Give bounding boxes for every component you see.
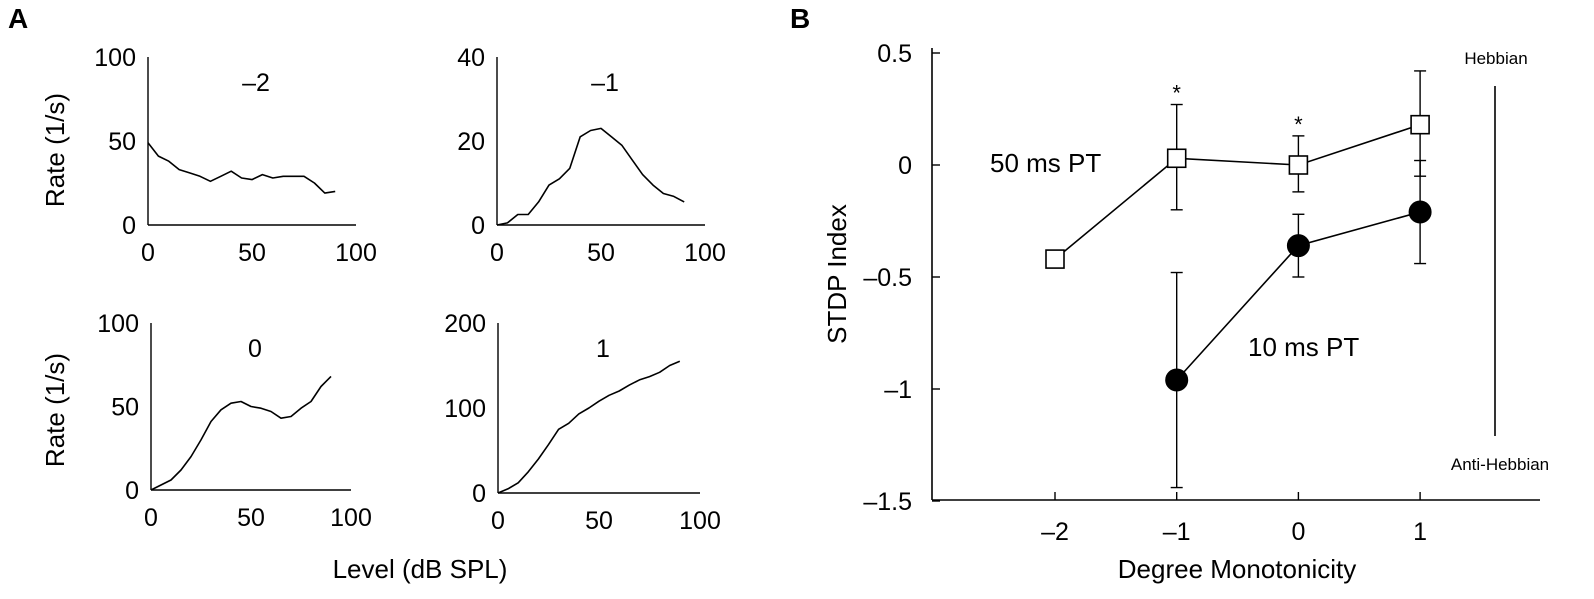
inset-chart-1: 0 100 200 0 50 100 1 bbox=[444, 310, 721, 535]
data-point-50ms bbox=[1045, 249, 1065, 269]
anti-hebbian-label: Anti-Hebbian bbox=[1451, 455, 1549, 474]
main-series-lines bbox=[1054, 123, 1421, 381]
series-label-10ms: 10 ms PT bbox=[1248, 332, 1359, 362]
inset-data-line bbox=[496, 127, 685, 226]
data-point-50ms bbox=[1288, 155, 1309, 175]
y-tick-label: –1 bbox=[884, 376, 912, 404]
y-axis-label: STDP Index bbox=[822, 204, 852, 344]
inset-y-tick-label: 0 bbox=[472, 480, 486, 508]
inset-x-tick-label: 0 bbox=[490, 239, 504, 267]
panel-a-ylabel-bottom: Rate (1/s) bbox=[40, 353, 70, 467]
inset-x-tick-label: 0 bbox=[491, 507, 505, 535]
inset-y-tick-label: 100 bbox=[444, 395, 486, 423]
panel-letter-a: A bbox=[8, 3, 28, 34]
x-tick-label: 0 bbox=[1291, 518, 1305, 546]
series-label-50ms: 50 ms PT bbox=[990, 148, 1101, 178]
inset-x-tick-label: 50 bbox=[237, 504, 265, 532]
x-tick-label: 1 bbox=[1413, 518, 1427, 546]
inset-x-tick-label: 50 bbox=[587, 239, 615, 267]
inset-x-tick-label: 0 bbox=[144, 504, 158, 532]
inset-y-tick-label: 0 bbox=[125, 477, 139, 505]
data-point-10ms bbox=[1286, 234, 1310, 258]
x-tick-label: –1 bbox=[1163, 518, 1191, 546]
significance-stars: ** bbox=[1172, 81, 1303, 137]
inset-x-tick-label: 100 bbox=[684, 239, 726, 267]
inset-y-tick-label: 100 bbox=[94, 44, 136, 72]
x-tick-label: –2 bbox=[1041, 518, 1069, 546]
inset-title: –1 bbox=[591, 69, 619, 97]
inset-x-tick-label: 50 bbox=[585, 507, 613, 535]
main-ticks: –1.5 –1 –0.5 0 0.5 –2 –1 0 1 bbox=[863, 40, 1427, 546]
data-point-50ms bbox=[1410, 114, 1430, 135]
inset-x-tick-label: 100 bbox=[679, 507, 721, 535]
inset-title: 0 bbox=[248, 335, 262, 363]
inset-data-line bbox=[150, 375, 332, 491]
series-line bbox=[1054, 123, 1421, 260]
data-point-50ms bbox=[1166, 148, 1187, 169]
data-point-10ms bbox=[1408, 200, 1432, 224]
inset-chart-minus-2: 0 50 100 0 50 100 –2 bbox=[94, 44, 377, 267]
y-tick-label: –1.5 bbox=[863, 488, 912, 516]
stdp-index-chart: STDP Index Degree Monotonicity –1.5 –1 –0.… bbox=[822, 40, 1549, 584]
inset-chart-0: 0 50 100 0 50 100 0 bbox=[97, 310, 372, 532]
inset-y-tick-label: 50 bbox=[108, 128, 136, 156]
data-point-10ms bbox=[1165, 368, 1189, 392]
significance-star: * bbox=[1172, 81, 1181, 106]
inset-y-tick-label: 40 bbox=[457, 44, 485, 72]
inset-x-tick-label: 50 bbox=[238, 239, 266, 267]
panel-letter-b: B bbox=[790, 3, 810, 34]
inset-y-tick-label: 20 bbox=[457, 128, 485, 156]
inset-y-tick-label: 0 bbox=[122, 212, 136, 240]
inset-data-line bbox=[497, 360, 681, 494]
inset-y-tick-label: 100 bbox=[97, 310, 139, 338]
inset-y-tick-label: 0 bbox=[471, 212, 485, 240]
significance-star: * bbox=[1294, 112, 1303, 137]
inset-title: –2 bbox=[242, 69, 270, 97]
inset-x-tick-label: 0 bbox=[141, 239, 155, 267]
inset-y-tick-label: 50 bbox=[111, 394, 139, 422]
inset-x-tick-label: 100 bbox=[330, 504, 372, 532]
inset-x-tick-label: 100 bbox=[335, 239, 377, 267]
inset-chart-minus-1: 0 20 40 0 50 100 –1 bbox=[457, 44, 726, 267]
main-markers bbox=[1045, 114, 1432, 392]
hebbian-label: Hebbian bbox=[1464, 49, 1527, 68]
y-tick-label: 0 bbox=[898, 152, 912, 180]
panel-a-xlabel: Level (dB SPL) bbox=[333, 554, 508, 584]
x-axis-label: Degree Monotonicity bbox=[1118, 554, 1356, 584]
inset-y-tick-label: 200 bbox=[444, 310, 486, 338]
panel-a-ylabel-top: Rate (1/s) bbox=[40, 93, 70, 207]
inset-title: 1 bbox=[596, 335, 610, 363]
y-tick-label: –0.5 bbox=[863, 264, 912, 292]
inset-data-line bbox=[147, 142, 336, 194]
y-tick-label: 0.5 bbox=[877, 40, 912, 68]
